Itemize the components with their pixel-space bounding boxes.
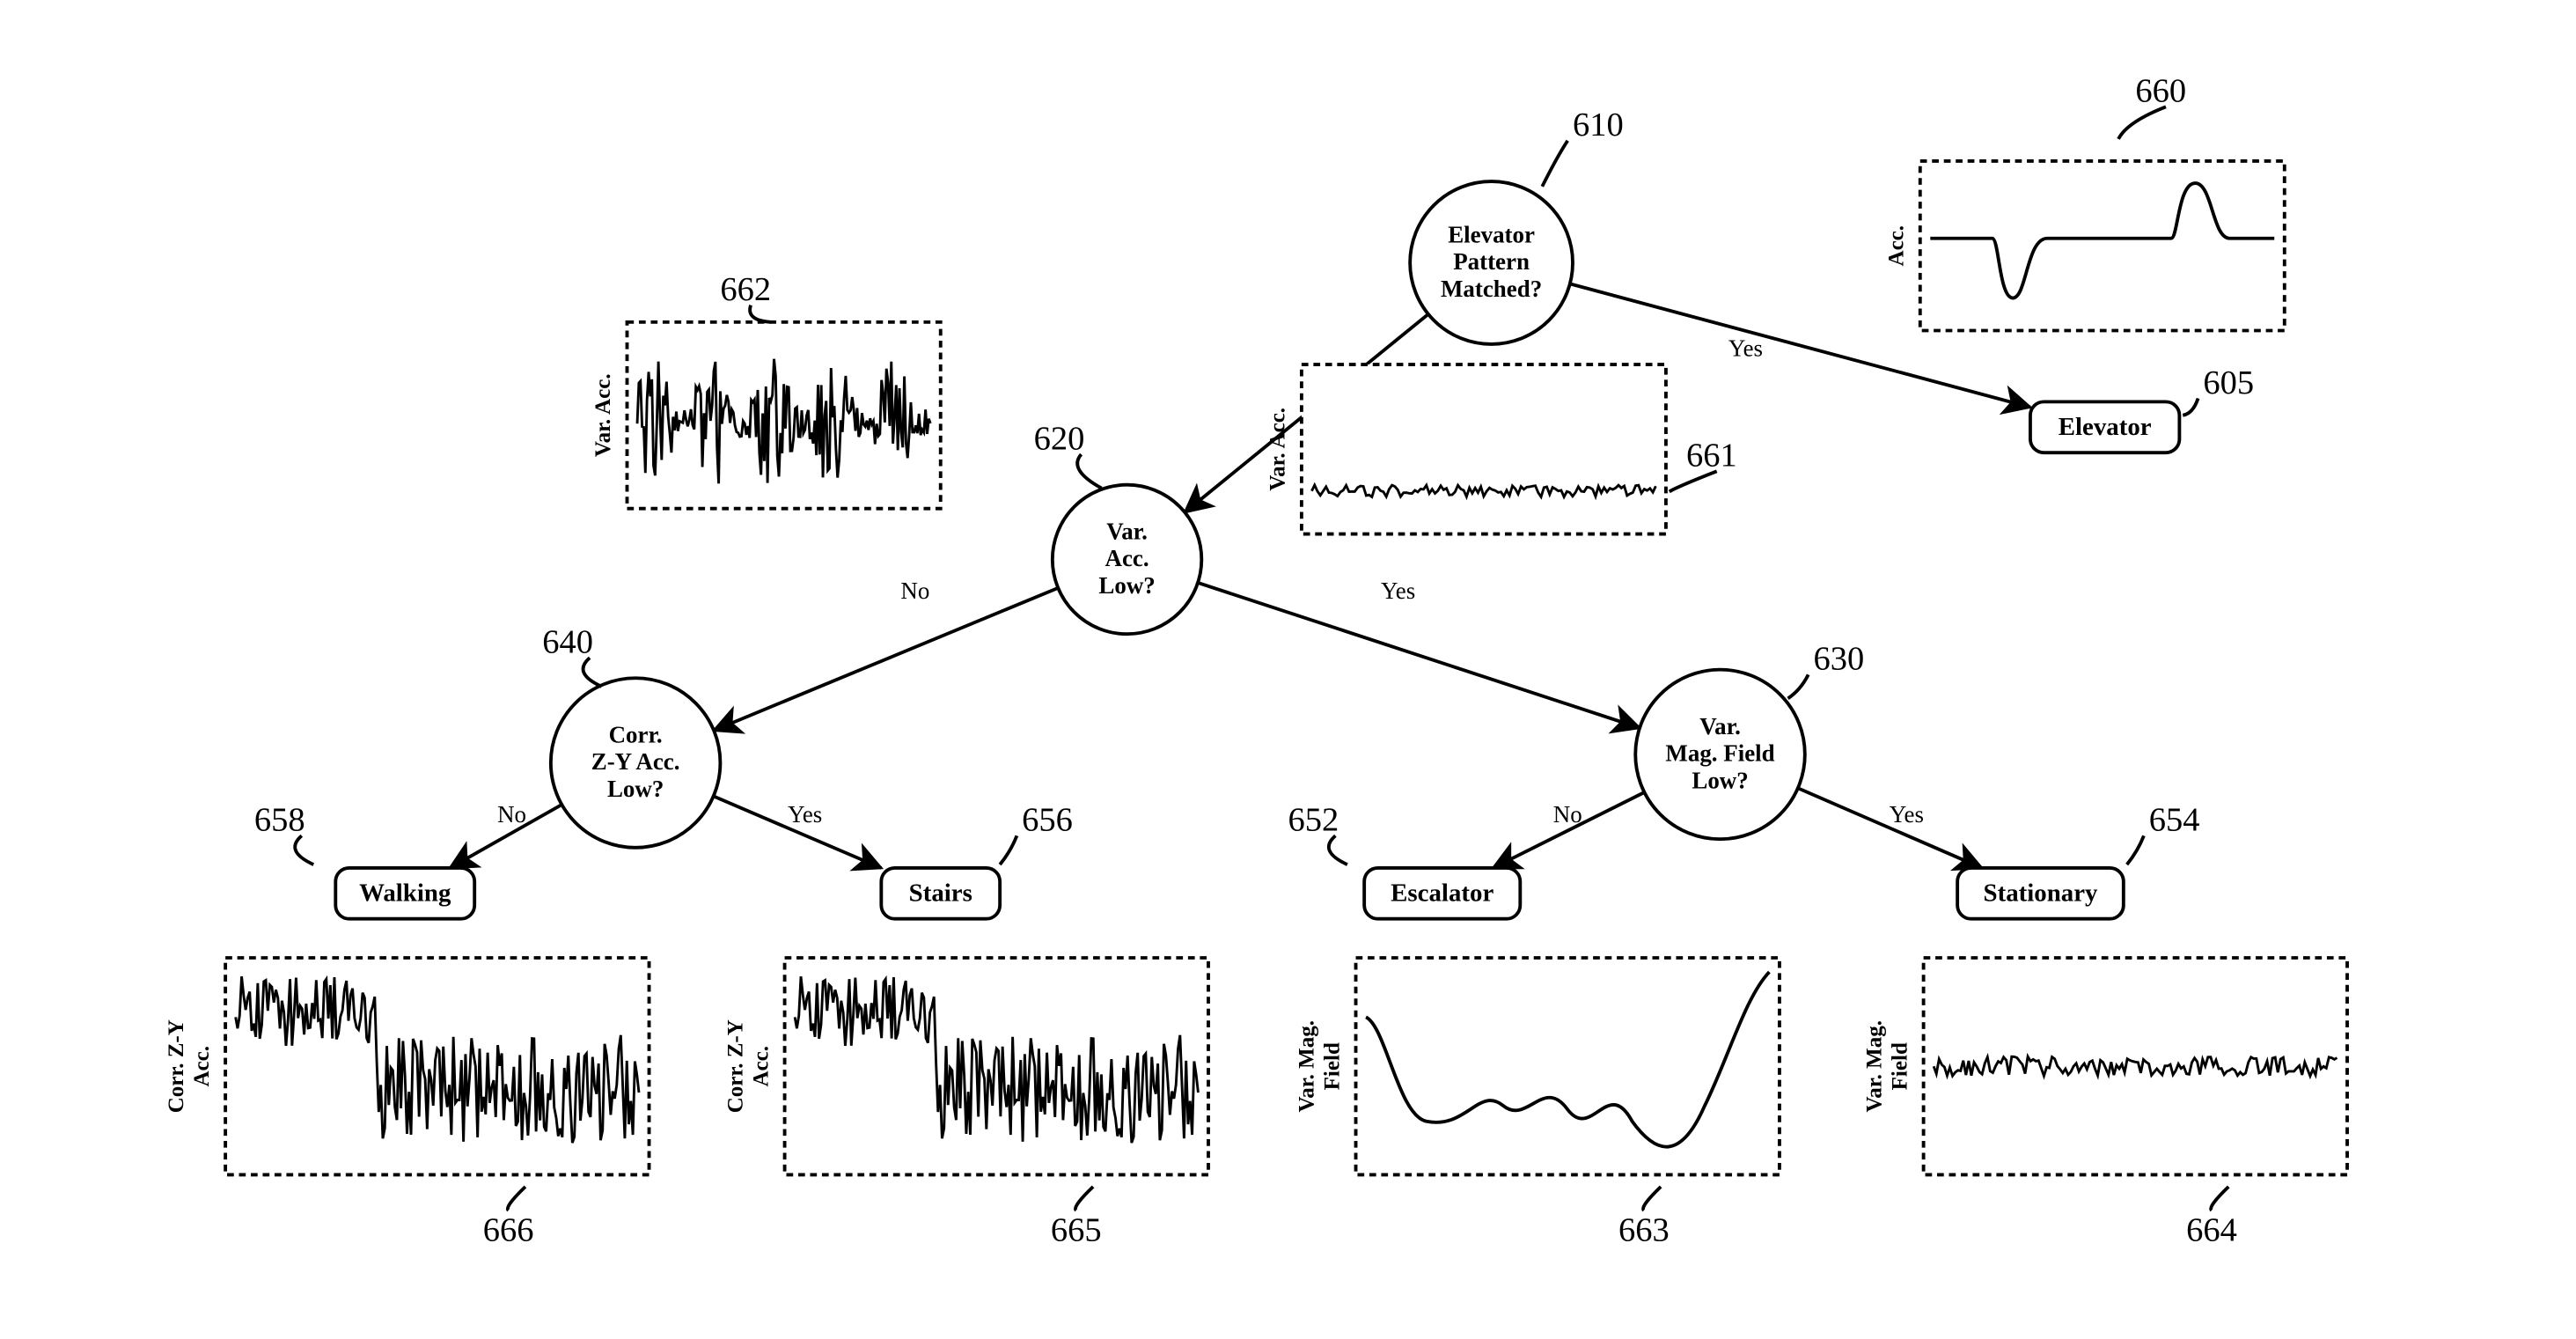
ref-label: 620: [1034, 420, 1085, 457]
thumbnail-axis-label: Corr. Z-Y: [723, 1019, 747, 1113]
ref-tick: [1788, 674, 1809, 698]
ref-tick: [295, 835, 313, 864]
ref-label: 665: [1051, 1212, 1102, 1249]
ref-tick: [508, 1187, 525, 1210]
thumbnail-axis-label: Var. Mag.: [1862, 1020, 1886, 1112]
ref-tick: [1542, 141, 1567, 187]
decision-label: Pattern: [1453, 248, 1530, 275]
thumbnail-axis-label: Var. Acc.: [591, 373, 615, 457]
ref-label: 640: [542, 623, 593, 660]
ref-label: 662: [720, 271, 771, 308]
ref-label: 610: [1573, 107, 1624, 143]
thumbnail: Var. Acc.: [1266, 364, 1666, 534]
edge-label: No: [497, 801, 526, 828]
decision-label: Z-Y Acc.: [591, 748, 680, 775]
ref-label: 663: [1618, 1212, 1670, 1249]
edge-label: Yes: [1728, 335, 1763, 361]
ref-label: 664: [2186, 1212, 2237, 1249]
decision-label: Acc.: [1105, 545, 1149, 571]
decision-label: Low?: [1098, 572, 1155, 599]
thumbnail-axis-label: Acc.: [190, 1046, 214, 1087]
edge-label: Yes: [1381, 578, 1415, 604]
ref-tick: [1670, 471, 1717, 491]
ref-tick: [583, 658, 602, 687]
ref-tick: [2183, 399, 2198, 416]
decision-label: Corr.: [609, 721, 663, 747]
ref-label: 630: [1813, 641, 1864, 678]
thumbnail: Var. Acc.: [591, 322, 941, 509]
edge-label: No: [900, 578, 929, 604]
decision-label: Low?: [1692, 767, 1748, 793]
edge-label: Yes: [1890, 801, 1924, 828]
thumbnail: Var. Mag.Field: [1862, 958, 2347, 1174]
edge-label: Yes: [788, 801, 822, 828]
edge-label: No: [1553, 801, 1582, 828]
ref-tick: [1075, 1187, 1093, 1210]
ref-tick: [1643, 1187, 1661, 1210]
decision-label: Var.: [1699, 713, 1741, 739]
thumbnail: Corr. Z-YAcc.: [723, 958, 1208, 1174]
decision-label: Matched?: [1441, 276, 1542, 302]
ref-label: 652: [1288, 802, 1339, 839]
thumbnail: Corr. Z-YAcc.: [165, 958, 650, 1174]
thumbnail: Acc.: [1885, 161, 2285, 331]
edge: [1798, 788, 1982, 868]
edge: [714, 588, 1058, 731]
thumbnail: Var. Mag.Field: [1295, 958, 1780, 1174]
ref-label: 666: [483, 1212, 534, 1249]
ref-tick: [1000, 835, 1016, 864]
thumbnail-axis-label: Acc.: [1885, 225, 1909, 267]
decision-label: Low?: [607, 776, 664, 802]
ref-label: 605: [2203, 364, 2254, 401]
ref-label: 658: [254, 802, 305, 839]
decision-label: Var.: [1106, 518, 1148, 544]
decision-label: Elevator: [1448, 221, 1535, 247]
ref-tick: [2118, 107, 2166, 139]
ref-label: 661: [1686, 438, 1737, 475]
leaf-label: Stairs: [909, 879, 972, 907]
thumbnail-axis-label: Field: [1320, 1042, 1344, 1090]
thumbnail-axis-label: Corr. Z-Y: [165, 1019, 188, 1113]
ref-tick: [2127, 835, 2144, 864]
thumbnail-axis-label: Field: [1888, 1042, 1912, 1090]
ref-label: 656: [1022, 802, 1073, 839]
ref-label: 654: [2149, 802, 2200, 839]
leaf-label: Stationary: [1984, 879, 2099, 907]
ref-label: 660: [2135, 73, 2186, 110]
leaf-label: Escalator: [1391, 879, 1493, 907]
leaf-label: Elevator: [2059, 413, 2152, 441]
leaf-label: Walking: [359, 879, 451, 907]
ref-tick: [1077, 454, 1102, 489]
thumbnail-axis-label: Acc.: [749, 1046, 773, 1087]
decision-label: Mag. Field: [1665, 740, 1774, 767]
edge: [1198, 583, 1640, 728]
thumbnail-axis-label: Var. Mag.: [1295, 1020, 1318, 1112]
ref-tick: [1329, 835, 1347, 864]
thumbnail-axis-label: Var. Acc.: [1266, 408, 1290, 491]
ref-tick: [2211, 1187, 2228, 1210]
